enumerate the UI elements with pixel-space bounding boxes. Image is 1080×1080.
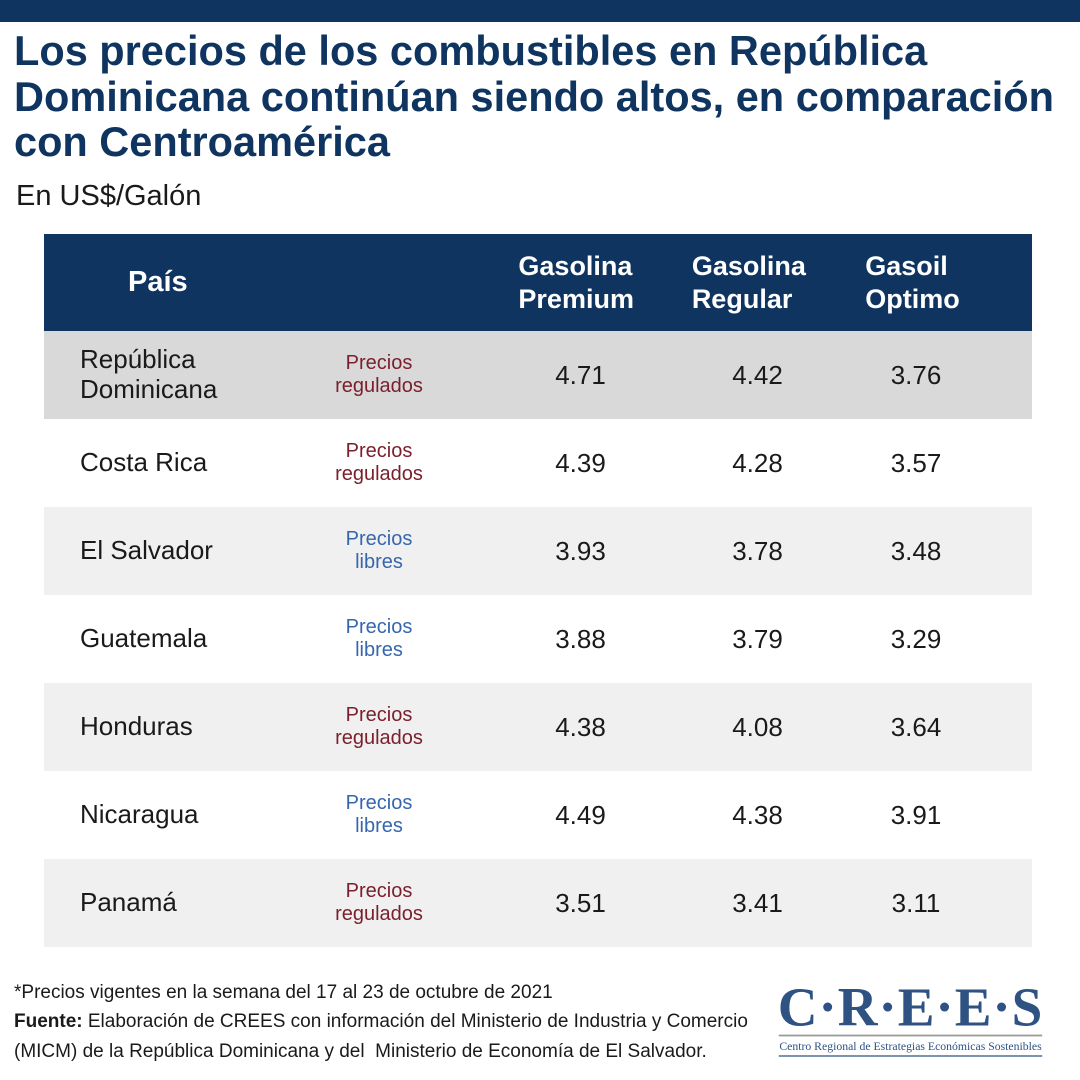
svg-text:C·R·E·E·S: C·R·E·E·S xyxy=(778,977,1044,1038)
svg-text:Centro Regional de Estrategias: Centro Regional de Estrategias Económica… xyxy=(779,1040,1042,1053)
